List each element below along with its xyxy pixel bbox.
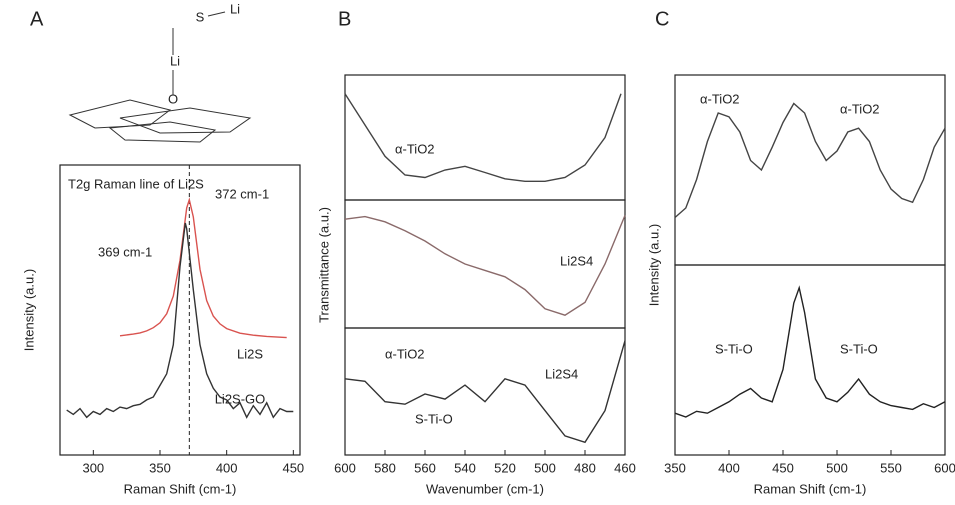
x-tick-label: 520 [494,460,516,475]
molecule-diagram: S Li Li O [68,1,252,143]
x-tick-label: 460 [614,460,636,475]
x-tick-label: 480 [574,460,596,475]
series-label: Li2S-GO [215,391,266,406]
x-axis-label: Raman Shift (cm-1) [754,481,867,496]
sheet [108,121,217,143]
atom-label: O [168,91,178,106]
annotation: Li2S4 [545,366,578,381]
y-axis-label: Intensity (a.u.) [646,224,661,306]
data-line [344,215,626,316]
plot-frame [674,264,946,456]
x-tick-label: 300 [82,460,104,475]
x-tick-label: 350 [664,460,686,475]
x-tick-label: 400 [216,460,238,475]
x-axis-label: Raman Shift (cm-1) [124,481,237,496]
panel-label: A [30,8,44,30]
x-tick-label: 600 [334,460,356,475]
series-label: Li2S [237,346,263,361]
annotation: S-Ti-O [715,341,753,356]
data-line [674,102,946,219]
x-tick-label: 450 [282,460,304,475]
x-tick-label: 540 [454,460,476,475]
atom-label: Li [170,53,180,68]
atom-label: S [196,9,205,24]
x-tick-label: 450 [772,460,794,475]
panel-label: B [338,8,351,30]
annotation: 369 cm-1 [98,244,152,259]
x-tick-label: 560 [414,460,436,475]
sheet [68,99,172,129]
annotation: Li2S4 [560,253,593,268]
annotation: α-TiO2 [385,346,425,361]
annotation: 372 cm-1 [215,186,269,201]
x-tick-label: 350 [149,460,171,475]
data-line [344,340,626,444]
x-tick-label: 500 [534,460,556,475]
sheet [119,107,252,134]
plot-frame [344,327,626,456]
x-tick-label: 550 [880,460,902,475]
panel-label: C [655,8,669,30]
bond [207,11,226,17]
x-tick-label: 400 [718,460,740,475]
x-tick-label: 600 [934,460,955,475]
x-tick-label: 500 [826,460,848,475]
annotation: α-TiO2 [700,91,740,106]
x-tick-label: 580 [374,460,396,475]
annotation: α-TiO2 [840,101,880,116]
data-line [66,222,294,419]
annotation: T2g Raman line of Li2S [68,176,204,191]
data-line [344,93,622,182]
annotation: S-Ti-O [840,341,878,356]
data-line [674,285,946,418]
x-axis-label: Wavenumber (cm-1) [426,481,544,496]
plot-frame [344,74,626,201]
plot-frame [59,164,301,456]
annotation: S-Ti-O [415,411,453,426]
annotation: α-TiO2 [395,141,435,156]
atom-label: Li [230,1,240,16]
y-axis-label: Intensity (a.u.) [21,269,36,351]
data-line [119,197,287,339]
y-axis-label: Transmittance (a.u.) [316,207,331,323]
